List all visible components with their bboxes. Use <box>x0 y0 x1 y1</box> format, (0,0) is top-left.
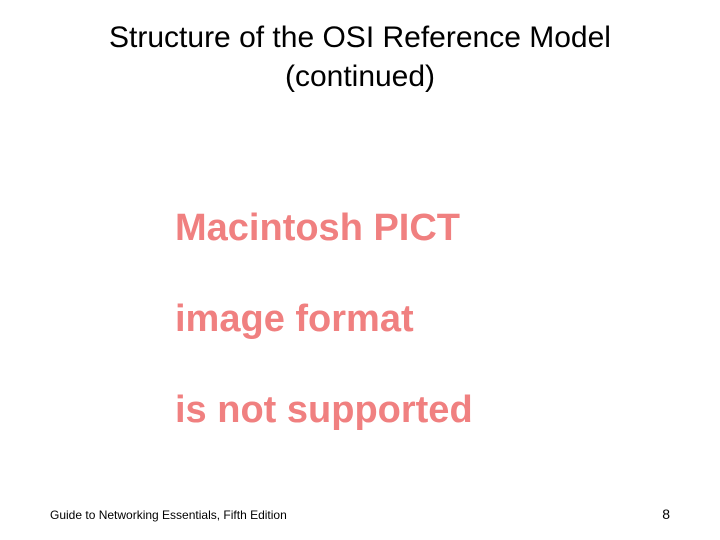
error-message: Macintosh PICT image format is not suppo… <box>175 160 473 479</box>
error-line-3: is not supported <box>175 388 473 434</box>
error-line-1: Macintosh PICT <box>175 206 473 252</box>
title-line-1: Structure of the OSI Reference Model <box>109 21 611 54</box>
slide-title: Structure of the OSI Reference Model (co… <box>0 0 720 96</box>
slide-footer: Guide to Networking Essentials, Fifth Ed… <box>0 506 720 522</box>
error-line-2: image format <box>175 297 473 343</box>
page-number: 8 <box>662 506 670 522</box>
footer-text: Guide to Networking Essentials, Fifth Ed… <box>50 508 287 522</box>
title-line-2: (continued) <box>285 60 435 93</box>
